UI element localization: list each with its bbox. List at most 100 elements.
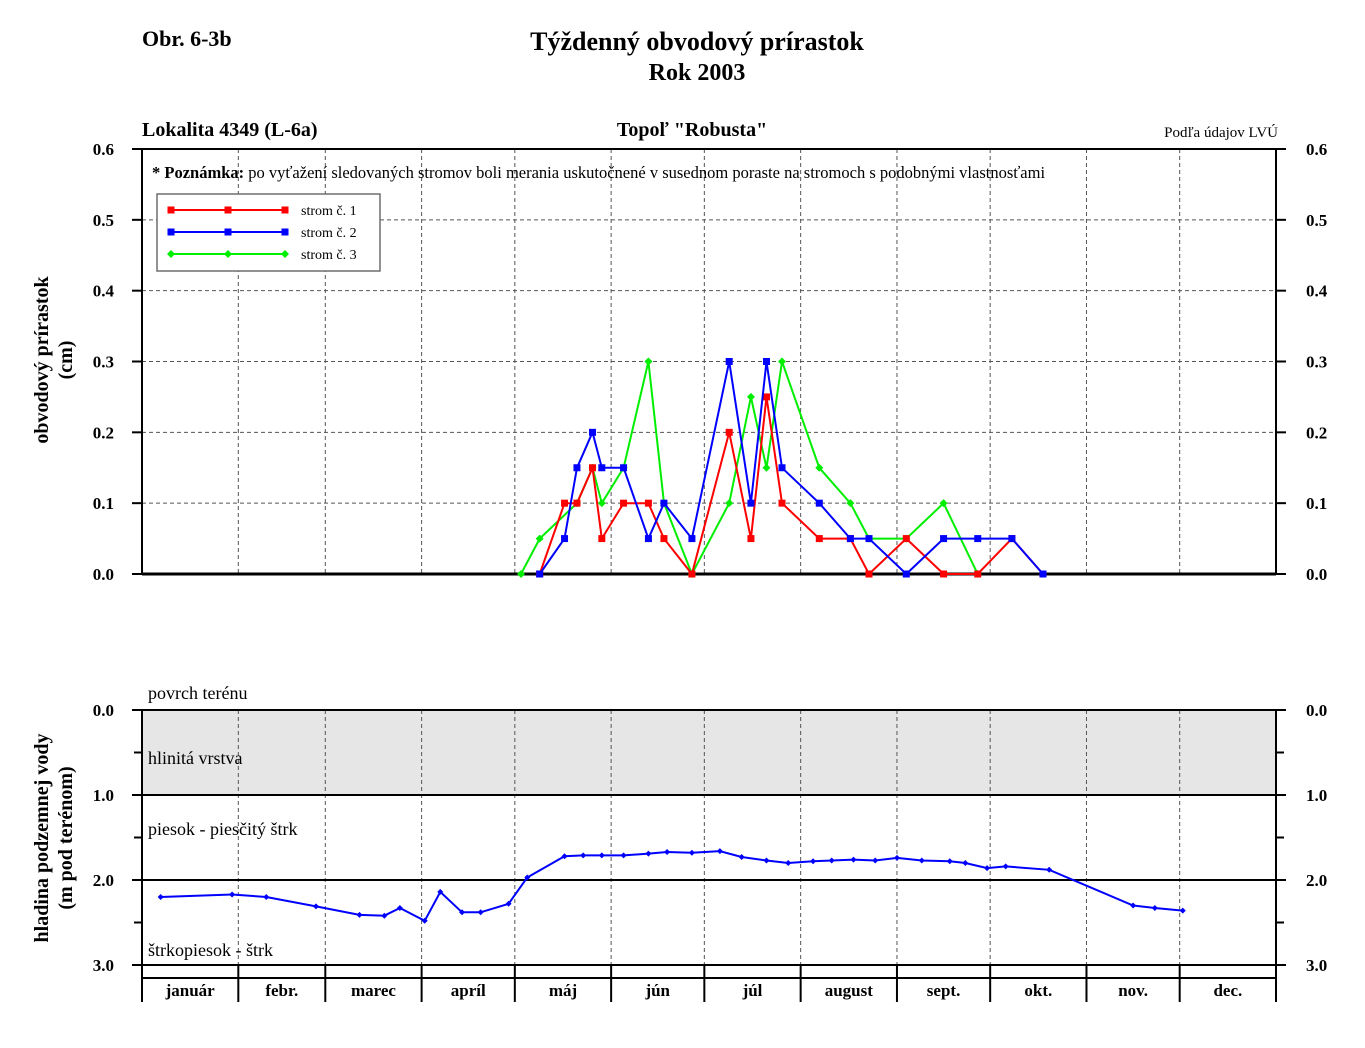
month-label: okt. [1024,981,1052,1000]
groundwater-point [620,852,627,859]
groundwater-point [810,858,817,865]
groundwater-line [160,850,1183,923]
growth-y-tick-label-left: 0.2 [93,423,114,442]
data-point-strom-2 [902,570,910,578]
growth-y-tick-label-left: 0.3 [93,353,114,372]
data-point-strom-2 [688,535,696,543]
species-label: Topoľ "Robusta" [617,119,767,141]
legend-marker-strom-1 [167,206,175,214]
legend-marker-strom-2 [224,228,232,236]
growth-y-tick-label-right: 0.5 [1306,211,1327,230]
month-label: marec [351,981,396,1000]
growth-note-bold: * Poznámka: [152,163,244,182]
legend-label-strom-3: strom č. 3 [301,248,357,263]
month-label: jún [644,981,670,1000]
month-label: dec. [1213,981,1242,1000]
data-point-strom-3 [517,570,526,578]
groundwater-y-tick-label-right: 0.0 [1306,701,1327,720]
groundwater-point [396,905,403,912]
data-point-strom-3 [815,463,824,472]
data-point-strom-2 [1039,570,1047,578]
data-point-strom-2 [598,464,606,472]
data-point-strom-3 [778,357,787,366]
data-point-strom-2 [940,535,948,543]
data-point-strom-2 [865,535,873,543]
groundwater-point [918,857,925,864]
month-label: nov. [1118,981,1148,1000]
groundwater-point [437,888,444,895]
layer-surface-label: povrch terénu [148,683,247,703]
data-point-strom-2 [974,535,982,543]
groundwater-point [356,911,363,918]
growth-axes: 0.0 0.0 0.1 0.1 0.2 0.2 0.3 0.3 0.4 0.4 0.5 0.5 0.6 0… [93,140,1328,584]
legend-marker-strom-3 [281,250,289,258]
data-point-strom-1 [660,535,668,543]
groundwater-point [893,854,900,861]
layer-sand-label: piesok - piesčitý štrk [148,819,297,839]
groundwater-point [229,891,236,898]
data-point-strom-2 [536,570,544,578]
month-label: január [165,981,216,1000]
growth-y-tick-label-right: 0.2 [1306,423,1327,442]
clay-layer [142,710,1276,795]
groundwater-point [1046,866,1053,873]
growth-y-tick-label-right: 0.6 [1306,140,1327,159]
growth-y-tick-label-right: 0.1 [1306,494,1327,513]
data-point-strom-1 [688,570,696,578]
groundwater-point [312,903,319,910]
data-point-strom-2 [660,499,668,507]
growth-y-tick-label-right: 0.3 [1306,353,1327,372]
data-point-strom-2 [747,499,755,507]
growth-y-tick-label-right: 0.0 [1306,565,1327,584]
groundwater-point [157,894,164,900]
series-line-strom-2 [538,361,1044,576]
groundwater-point [738,854,745,861]
groundwater-point [716,848,723,855]
groundwater-point [763,857,770,864]
groundwater-point [688,849,695,856]
data-point-strom-1 [644,499,652,507]
data-point-strom-1 [778,499,786,507]
growth-chart: 0.0 0.0 0.1 0.1 0.2 0.2 0.3 0.3 0.4 0.4 0.5 0.5 0.6 0… [31,140,1328,584]
data-point-strom-1 [865,570,873,578]
data-point-strom-2 [620,464,628,472]
data-point-strom-2 [762,358,770,365]
growth-y-tick-label-left: 0.4 [93,282,115,301]
data-point-strom-2 [815,499,823,507]
groundwater-y-tick-label-left: 2.0 [93,871,114,890]
data-point-strom-1 [762,393,770,401]
data-point-strom-3 [762,463,771,472]
groundwater-y-tick-label-right: 1.0 [1306,786,1327,805]
groundwater-grid [237,710,1181,965]
groundwater-point [645,850,652,857]
legend-marker-strom-2 [281,228,289,236]
groundwater-point [524,874,531,881]
data-point-strom-1 [561,499,569,507]
growth-note-text: po vyťažení sledovaných stromov boli mer… [244,163,1045,182]
groundwater-point [459,909,466,916]
groundwater-point [561,853,568,860]
data-point-strom-1 [974,570,982,578]
groundwater-point [1002,863,1009,870]
data-point-strom-1 [620,499,628,507]
data-point-strom-3 [725,499,734,508]
month-labels: január febr. marec apríl máj jún júl august sept… [165,981,1243,1000]
data-point-strom-1 [902,535,910,543]
groundwater-y-tick-label-left: 1.0 [93,786,114,805]
groundwater-y-tick-label-right: 2.0 [1306,871,1327,890]
growth-y-tick-label-right: 0.4 [1306,282,1328,301]
data-point-strom-1 [598,535,606,543]
legend-label-strom-1: strom č. 1 [301,204,357,219]
growth-y-tick-label-left: 0.1 [93,494,114,513]
data-point-strom-3 [846,499,855,508]
layer-gravel-label: štrkopiesok - štrk [148,940,273,960]
legend-marker-strom-1 [281,206,289,214]
groundwater-point [477,909,484,916]
location-label: Lokalita 4349 (L-6a) [142,119,318,141]
growth-y-tick-label-left: 0.0 [93,565,114,584]
growth-y-axis-label: obvodový prírastok [31,276,53,444]
legend-marker-strom-3 [167,250,175,258]
source-label: Podľa údajov LVÚ [1164,124,1278,141]
groundwater-point [580,852,587,859]
data-point-strom-2 [778,464,786,472]
